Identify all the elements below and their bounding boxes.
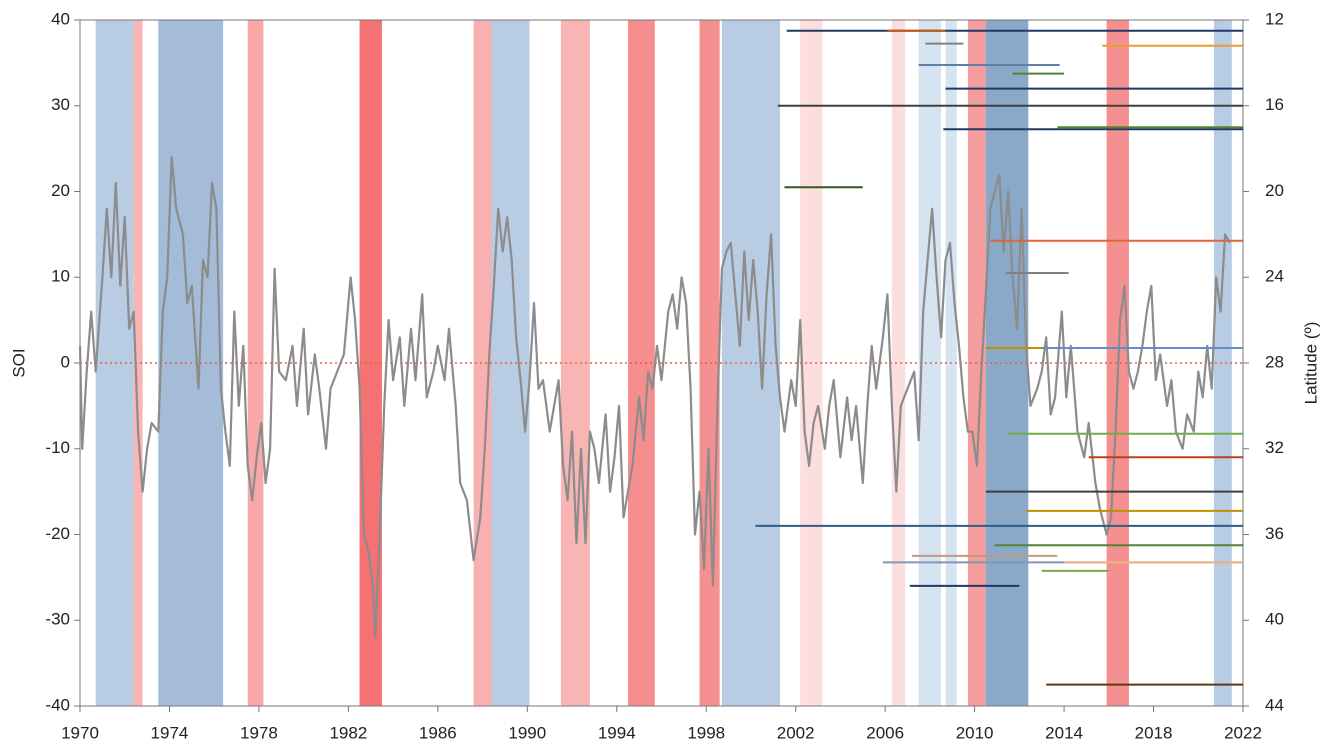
y2-tick-label: 16 [1265, 95, 1284, 114]
x-tick-label: 1978 [240, 723, 278, 742]
x-tick-label: 2002 [777, 723, 815, 742]
x-tick-label: 2022 [1224, 723, 1262, 742]
phase-band [918, 20, 942, 706]
y-tick-label: 30 [51, 95, 70, 114]
y-tick-label: 20 [51, 181, 70, 200]
y2-tick-label: 44 [1265, 695, 1284, 714]
y2-tick-label: 40 [1265, 610, 1284, 629]
y-tick-label: -40 [45, 695, 70, 714]
x-tick-label: 1974 [151, 723, 189, 742]
y2-tick-label: 28 [1265, 352, 1284, 371]
y-tick-label: -20 [45, 524, 70, 543]
x-tick-label: 2014 [1045, 723, 1083, 742]
y2-tick-label: 36 [1265, 524, 1284, 543]
x-tick-label: 1998 [687, 723, 725, 742]
x-tick-label: 2006 [866, 723, 904, 742]
y-tick-label: 0 [61, 352, 70, 371]
y-tick-label: -30 [45, 610, 70, 629]
x-tick-label: 1970 [61, 723, 99, 742]
x-tick-label: 2010 [956, 723, 994, 742]
soi-line [78, 156, 1231, 639]
y2-tick-label: 24 [1265, 267, 1284, 286]
y2-tick-label: 20 [1265, 181, 1284, 200]
y-tick-label: 10 [51, 267, 70, 286]
x-tick-label: 1982 [329, 723, 367, 742]
phase-band [1213, 20, 1232, 706]
y-axis-label: SOI [9, 348, 28, 377]
x-tick-label: 1986 [419, 723, 457, 742]
y-tick-label: -10 [45, 438, 70, 457]
x-tick-label: 1994 [598, 723, 636, 742]
phase-band [891, 20, 906, 706]
y-tick-label: 40 [51, 9, 70, 28]
phase-band [133, 20, 143, 706]
x-tick-label: 1990 [508, 723, 546, 742]
y2-axis-label: Latitude (º) [1301, 322, 1320, 405]
y2-tick-label: 32 [1265, 438, 1284, 457]
y2-tick-label: 12 [1265, 9, 1284, 28]
x-tick-label: 2018 [1135, 723, 1173, 742]
